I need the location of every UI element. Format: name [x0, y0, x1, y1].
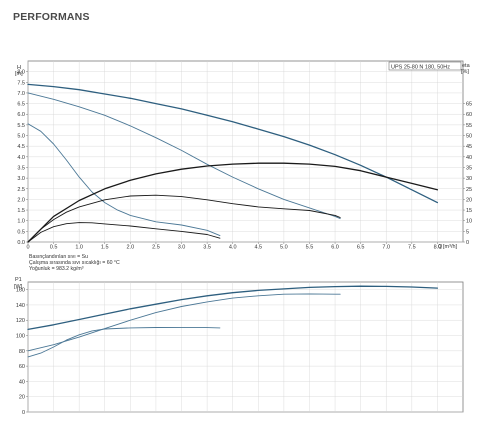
- bottom-y-tick-label: 60: [19, 364, 25, 370]
- top-x-tick-label: 1.0: [75, 245, 83, 251]
- note-density: Yoğunluk = 983.2 kg/m³: [29, 266, 84, 272]
- top-y-tick-label: 4.5: [17, 144, 25, 150]
- top-x-tick-label: 2.0: [127, 245, 135, 251]
- top-y-tick-label: 2.5: [17, 187, 25, 193]
- top-x-tick-label: 1.5: [101, 245, 109, 251]
- y2-axis-label: eta: [462, 63, 471, 69]
- top-series: [27, 83, 439, 243]
- top-y-tick-label: 5.5: [17, 123, 25, 129]
- top-chart-frame: [27, 60, 464, 243]
- top-y2-tick-label: 35: [466, 165, 472, 171]
- top-y2-tick-label: 10: [466, 219, 472, 225]
- x-axis-label: Q: [438, 244, 443, 250]
- top-y2-tick-label: 45: [466, 144, 472, 150]
- bottom-grid: [26, 282, 463, 413]
- head-efficiency-chart: 0 0.5 1.0 1.5 2.0 2.5 3.0 3.5 4.0 4.5 5.0 5.5 6.0 6.5…: [15, 60, 472, 272]
- y-axis-label: H: [17, 65, 21, 71]
- bottom-y-tick-label: 80: [19, 349, 25, 355]
- top-y2-tick-label: 30: [466, 176, 472, 182]
- y2-axis-unit: [%]: [461, 69, 469, 75]
- top-y-tick-label: 0.0: [17, 240, 25, 246]
- top-tick-labels: 0 0.5 1.0 1.5 2.0 2.5 3.0 3.5 4.0 4.5 5.0 5.5 6.0 6.5…: [17, 70, 472, 251]
- x-axis-unit: [m³/h]: [443, 244, 458, 250]
- top-y2-tick-label: 15: [466, 208, 472, 214]
- top-x-tick-label: 5.0: [280, 245, 288, 251]
- bottom-y-tick-label: 160: [16, 288, 25, 294]
- top-y2-tick-label: 0: [466, 240, 469, 246]
- bottom-y-tick-label: 100: [16, 334, 25, 340]
- top-x-tick-label: 0: [26, 245, 29, 251]
- top-y2-tick-label: 5: [466, 229, 469, 235]
- efficiency-curve-3: [27, 162, 439, 243]
- bottom-y-tick-label: 0: [22, 410, 25, 416]
- top-x-tick-label: 8.0: [434, 245, 442, 251]
- bottom-chart-frame: [27, 281, 464, 413]
- top-y-tick-label: 6.0: [17, 112, 25, 118]
- top-y-tick-label: 2.0: [17, 197, 25, 203]
- bottom-y-tick-label: 20: [19, 395, 25, 401]
- top-y-tick-label: 0.5: [17, 229, 25, 235]
- p1-axis-label: P1: [15, 277, 22, 283]
- efficiency-curve-4: [27, 194, 341, 243]
- top-y2-tick-label: 65: [466, 102, 472, 108]
- bottom-y-tick-label: 40: [19, 379, 25, 385]
- top-y-tick-label: 6.5: [17, 102, 25, 108]
- top-x-tick-label: 4.5: [254, 245, 262, 251]
- top-y-tick-label: 1.0: [17, 219, 25, 225]
- head-curve-1: [27, 92, 341, 220]
- head-curve-0: [27, 83, 439, 204]
- top-grid: [26, 61, 465, 244]
- top-y2-tick-label: 50: [466, 134, 472, 140]
- chart-title: UPS 25-80 N 180, 50Hz: [391, 65, 450, 71]
- top-x-tick-label: 7.0: [382, 245, 390, 251]
- top-y-tick-label: 1.5: [17, 208, 25, 214]
- top-y-tick-label: 7.0: [17, 91, 25, 97]
- top-y2-tick-label: 20: [466, 197, 472, 203]
- top-x-tick-label: 4.0: [229, 245, 237, 251]
- top-y2-tick-label: 40: [466, 155, 472, 161]
- power-chart: 0 20 40 60 80 100 120 140 160 P1 [W]: [14, 277, 464, 416]
- p1-axis-unit: [W]: [14, 284, 23, 290]
- top-x-tick-label: 3.5: [203, 245, 211, 251]
- chart-title-box: [388, 61, 462, 71]
- top-y-tick-label: 7.5: [17, 80, 25, 86]
- top-x-tick-label: 7.5: [408, 245, 416, 251]
- top-y-tick-label: 5.0: [17, 134, 25, 140]
- bottom-series: [27, 285, 439, 358]
- top-x-tick-label: 3.0: [178, 245, 186, 251]
- power-curve-0: [27, 285, 439, 331]
- top-x-tick-label: 6.5: [357, 245, 365, 251]
- top-x-tick-label: 2.5: [152, 245, 160, 251]
- top-y2-tick-label: 25: [466, 187, 472, 193]
- bottom-y-tick-label: 140: [16, 303, 25, 309]
- head-curve-2: [27, 123, 221, 237]
- note-fluid: Basınçlandırılan sıvı = Su: [29, 254, 88, 260]
- top-y2-tick-label: 55: [466, 123, 472, 129]
- page-title: PERFORMANS: [13, 11, 90, 23]
- top-x-tick-label: 5.5: [306, 245, 314, 251]
- bottom-tick-labels: 0 20 40 60 80 100 120 140 160: [16, 288, 25, 416]
- top-y-tick-label: 4.0: [17, 155, 25, 161]
- bottom-y-tick-label: 120: [16, 318, 25, 324]
- power-curve-2: [27, 326, 221, 358]
- efficiency-curve-5: [27, 222, 221, 243]
- note-temperature: Çalışma sırasında sıvı sıcaklığı = 60 °C: [29, 260, 120, 266]
- power-curve-1: [27, 293, 341, 352]
- top-x-tick-label: 6.0: [331, 245, 339, 251]
- top-y-tick-label: 8.0: [17, 70, 25, 76]
- top-x-tick-label: 0.5: [50, 245, 58, 251]
- y-axis-unit: [m]: [15, 71, 23, 77]
- top-y2-tick-label: 60: [466, 112, 472, 118]
- top-y-tick-label: 3.5: [17, 165, 25, 171]
- top-y-tick-label: 3.0: [17, 176, 25, 182]
